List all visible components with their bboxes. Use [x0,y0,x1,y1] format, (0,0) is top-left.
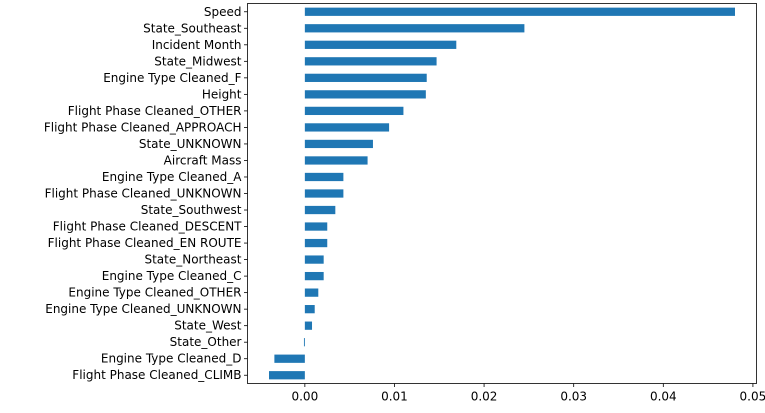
category-label-state-other: State_Other [170,335,242,349]
x-tick-label: 0.04 [650,390,677,404]
bar-flight-phase-cleaned-other [304,106,404,116]
category-label-incident-month: Incident Month [152,38,242,52]
category-label-flight-phase-cleaned-descent: Flight Phase Cleaned_DESCENT [53,220,242,234]
x-tick-label: 0.02 [471,390,498,404]
bar-engine-type-cleaned-other [304,288,319,297]
category-label-state-southeast: State_Southeast [143,21,242,35]
bar-flight-phase-cleaned-approach [304,123,390,132]
category-label-engine-type-cleaned-c: Engine Type Cleaned_C [102,269,242,283]
category-label-engine-type-cleaned-unknown: Engine Type Cleaned_UNKNOWN [45,302,241,316]
bar-state-southwest [304,205,336,215]
bar-state-southeast [304,24,525,33]
bar-state-other [303,338,305,347]
bar-flight-phase-cleaned-climb [269,371,305,380]
category-label-flight-phase-cleaned-other: Flight Phase Cleaned_OTHER [68,104,242,118]
category-label-state-unknown: State_UNKNOWN [139,137,242,151]
bar-flight-phase-cleaned-unknown [304,189,344,198]
category-label-flight-phase-cleaned-approach: Flight Phase Cleaned_APPROACH [44,120,242,134]
category-label-flight-phase-cleaned-unknown: Flight Phase Cleaned_UNKNOWN [45,187,242,201]
bar-engine-type-cleaned-unknown [304,305,315,314]
bar-engine-type-cleaned-f [304,73,427,82]
bar-flight-phase-cleaned-descent [304,222,328,231]
bar-engine-type-cleaned-c [304,271,324,281]
bar-state-unknown [304,139,373,149]
category-labels-group: Speed State_Southeast Incident Month State_… [44,5,248,382]
category-label-engine-type-cleaned-f: Engine Type Cleaned_F [103,71,241,85]
bar-engine-type-cleaned-a [304,172,344,182]
category-label-aircraft-mass: Aircraft Mass [164,153,242,167]
category-label-state-northeast: State_Northeast [144,253,241,267]
bar-flight-phase-cleaned-en-route [304,238,328,248]
x-tick-label: 0.03 [560,390,587,404]
category-label-state-midwest: State_Midwest [154,54,242,68]
bars-group [269,7,735,380]
bar-height [304,90,426,99]
bar-engine-type-cleaned-d [274,354,305,363]
bar-state-west [304,321,313,330]
category-label-speed: Speed [204,5,242,19]
category-label-height: Height [202,87,242,101]
category-label-engine-type-cleaned-other: Engine Type Cleaned_OTHER [68,286,241,300]
bar-speed [304,7,735,16]
x-tick-label: 0.05 [740,390,765,404]
bar-incident-month [304,40,457,49]
bar-state-midwest [304,57,437,66]
category-label-flight-phase-cleaned-climb: Flight Phase Cleaned_CLIMB [72,368,241,382]
x-tick-label: 0.01 [381,390,408,404]
bar-state-northeast [304,255,324,264]
category-label-engine-type-cleaned-a: Engine Type Cleaned_A [102,170,242,184]
category-label-state-southwest: State_Southwest [141,203,242,217]
category-label-engine-type-cleaned-d: Engine Type Cleaned_D [101,352,242,366]
category-label-flight-phase-cleaned-en-route: Flight Phase Cleaned_EN ROUTE [48,236,242,250]
category-label-state-west: State_West [174,319,242,333]
bar-aircraft-mass [304,156,368,165]
x-axis-ticks-group: 0.00 0.01 0.02 0.03 0.04 0.05 [291,383,765,404]
x-tick-label: 0.00 [291,390,318,404]
